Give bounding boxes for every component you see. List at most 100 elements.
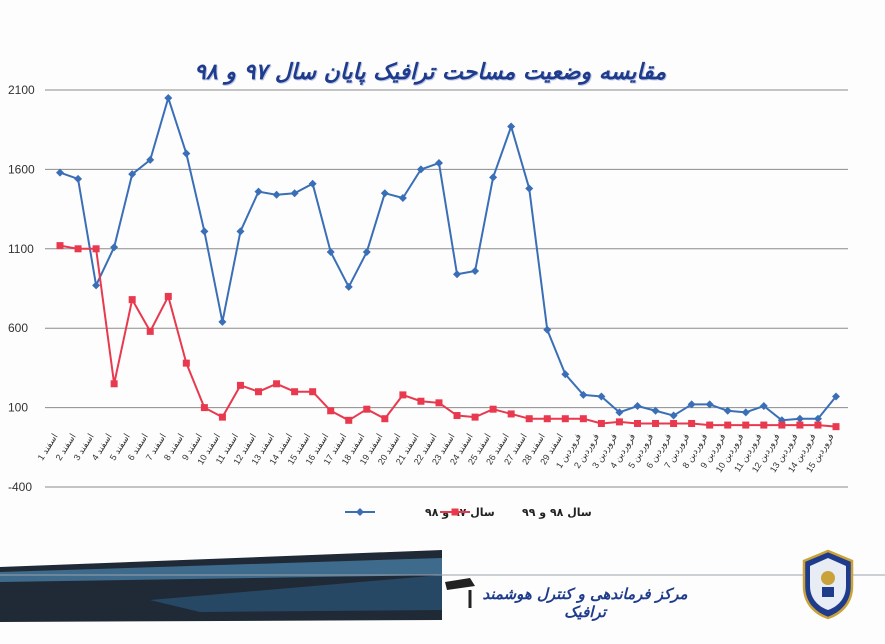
data-point (236, 381, 244, 389)
data-point (146, 327, 154, 335)
data-point (669, 411, 678, 420)
data-point (200, 404, 208, 412)
data-point (705, 400, 714, 409)
data-point (597, 419, 605, 427)
data-point (398, 193, 407, 202)
data-point (489, 405, 497, 413)
data-point (453, 270, 462, 279)
data-point (525, 415, 533, 423)
data-point (182, 359, 190, 367)
data-point (579, 390, 588, 399)
data-point (561, 415, 569, 423)
data-point (362, 247, 371, 256)
footer-banner (0, 550, 885, 622)
data-point (633, 402, 642, 411)
data-point (291, 388, 299, 396)
data-point (416, 165, 425, 174)
series-line-2 (59, 244, 837, 428)
data-point (832, 392, 840, 401)
data-point (290, 189, 299, 198)
data-point (435, 399, 443, 407)
data-point (92, 245, 100, 253)
data-point (399, 391, 407, 399)
y-tick-label: 100 (8, 401, 28, 415)
data-point (507, 122, 516, 131)
data-point (471, 267, 480, 276)
data-point (56, 168, 64, 177)
y-tick-label: 1600 (8, 162, 35, 176)
y-tick-label: 1100 (8, 242, 34, 256)
data-point (255, 388, 263, 396)
y-axis-ticks: 2100 1600 1100 600 100 -400 (8, 83, 35, 494)
data-point (778, 421, 786, 429)
data-point (110, 243, 119, 252)
data-point (814, 421, 822, 429)
data-point (417, 397, 425, 405)
data-point (759, 402, 768, 411)
data-point (687, 400, 696, 409)
data-point (345, 416, 353, 424)
y-tick-label: 2100 (8, 83, 35, 97)
data-point (272, 190, 281, 199)
data-point (380, 189, 389, 198)
data-point (741, 408, 750, 417)
data-point (344, 282, 353, 291)
footer-caption: مرکز فرماندهی و کنترل هوشمند ترافیک (482, 585, 688, 621)
legend: سال ۹۷ و ۹۸ سال ۹۸ و ۹۹ (345, 506, 592, 519)
data-point (489, 173, 498, 182)
data-point (760, 421, 768, 429)
data-point (706, 421, 714, 429)
data-point (813, 414, 822, 423)
police-emblem (802, 549, 854, 620)
data-point (327, 407, 335, 415)
data-point (471, 413, 479, 421)
data-point (434, 159, 443, 168)
data-point (146, 155, 155, 164)
legend-label: سال ۹۸ و ۹۹ (522, 506, 592, 519)
legend-marker (451, 508, 459, 516)
data-point (273, 380, 281, 388)
data-point (381, 415, 389, 423)
data-point (615, 418, 623, 426)
data-point (525, 184, 534, 193)
data-point (561, 370, 570, 379)
data-point (615, 408, 624, 417)
chart-title: مقایسه وضعیت مساحت ترافیک پایان سال ۹۷ و… (194, 60, 666, 85)
data-point (200, 227, 209, 236)
data-point (670, 419, 678, 427)
data-point (651, 406, 660, 415)
data-point (92, 281, 101, 290)
data-point (652, 419, 660, 427)
y-tick-label: -400 (8, 480, 32, 494)
data-point (723, 406, 732, 415)
data-point (326, 247, 335, 256)
data-point (688, 419, 696, 427)
data-point (543, 415, 551, 423)
data-point (579, 415, 587, 423)
y-tick-label: 600 (8, 321, 28, 335)
data-point (164, 93, 173, 102)
data-point (110, 380, 118, 388)
data-point (128, 170, 137, 179)
data-point (832, 423, 840, 431)
data-point (164, 292, 172, 300)
data-point (633, 419, 641, 427)
data-point (56, 242, 64, 250)
data-point (182, 149, 191, 158)
data-point (236, 227, 245, 236)
data-point (597, 392, 606, 401)
data-point (796, 421, 804, 429)
data-point (507, 410, 515, 418)
data-point (309, 388, 317, 396)
data-point (453, 412, 461, 420)
data-point (742, 421, 750, 429)
series-line-1 (59, 96, 837, 422)
data-point (724, 421, 732, 429)
legend-marker (356, 508, 364, 516)
data-point (218, 317, 227, 326)
series-lines (56, 93, 840, 431)
data-point (795, 414, 804, 423)
data-point (74, 174, 83, 183)
